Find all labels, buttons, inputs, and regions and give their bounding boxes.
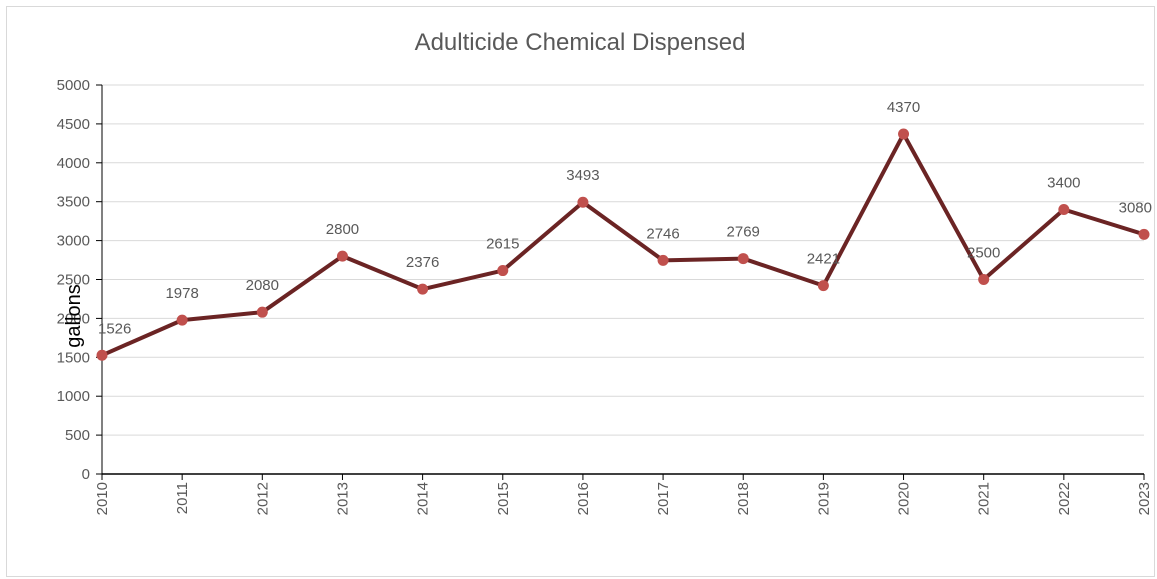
- data-label: 2080: [246, 277, 279, 294]
- x-tick-label: 2016: [575, 482, 592, 515]
- data-label: 4370: [887, 99, 920, 116]
- data-point: [256, 306, 268, 318]
- x-tick-label: 2013: [334, 482, 351, 515]
- y-tick-label: 3000: [57, 233, 90, 250]
- data-label: 2800: [326, 221, 359, 238]
- y-tick-label: 1000: [57, 388, 90, 405]
- data-point: [817, 280, 829, 292]
- x-tick-label: 2023: [1136, 482, 1153, 515]
- y-tick-label: 2500: [57, 272, 90, 289]
- data-label: 2769: [727, 224, 760, 241]
- data-point: [417, 283, 429, 295]
- y-tick-label: 2000: [57, 310, 90, 327]
- data-point: [657, 254, 669, 266]
- data-label: 2500: [967, 245, 1000, 262]
- y-tick-label: 4000: [57, 155, 90, 172]
- data-label: 2421: [807, 251, 840, 268]
- data-label: 3493: [566, 167, 599, 184]
- data-label: 1526: [98, 320, 131, 337]
- data-point: [1138, 228, 1150, 240]
- data-label: 2746: [646, 225, 679, 242]
- y-tick-label: 1500: [57, 349, 90, 366]
- y-axis-label: gallons: [63, 284, 85, 347]
- x-tick-label: 2010: [94, 482, 111, 515]
- x-tick-label: 2012: [254, 482, 271, 515]
- data-point: [336, 250, 348, 262]
- grid-layer: [102, 84, 1144, 436]
- data-point: [978, 274, 990, 285]
- chart-frame: [6, 6, 1155, 577]
- x-tick-label: 2021: [976, 482, 993, 515]
- y-tick-label: 3500: [57, 194, 90, 211]
- x-tick-label: 2011: [174, 482, 191, 514]
- data-label: 3400: [1047, 174, 1080, 191]
- series-line: [101, 132, 1145, 358]
- data-point: [96, 349, 108, 361]
- data-label: 1978: [165, 285, 198, 302]
- data-label: 2615: [486, 236, 519, 253]
- data-point: [577, 196, 589, 208]
- x-tick-label: 2018: [735, 482, 752, 515]
- chart-title: Adulticide Chemical Dispensed: [415, 29, 746, 56]
- data-label: 2376: [406, 254, 439, 271]
- label-layer: 1526 1978 2080 2800 2376 2615 3493 2746 2769 2421…: [98, 99, 1152, 337]
- x-tick-label: 2020: [896, 482, 913, 515]
- y-tick-label: 0: [82, 466, 90, 483]
- y-tick-label: 4500: [57, 116, 90, 133]
- data-label: 3080: [1119, 199, 1152, 216]
- x-tick-label: 2015: [495, 482, 512, 515]
- x-tick-label: 2019: [815, 482, 832, 515]
- y-tick-label: 5000: [57, 77, 90, 94]
- data-point: [176, 314, 188, 326]
- data-point: [497, 265, 509, 277]
- x-tick-label: 2014: [415, 482, 432, 515]
- data-point: [1058, 203, 1070, 215]
- axis-layer: 0 500 1000 1500 2000 2500 3000 3500 4000 4500 5000…: [57, 77, 1153, 515]
- series-layer: [96, 128, 1150, 361]
- x-tick-label: 2017: [655, 482, 672, 515]
- x-tick-label: 2022: [1056, 482, 1073, 515]
- y-tick-label: 500: [65, 427, 90, 444]
- data-point: [898, 128, 910, 140]
- data-point: [737, 253, 749, 265]
